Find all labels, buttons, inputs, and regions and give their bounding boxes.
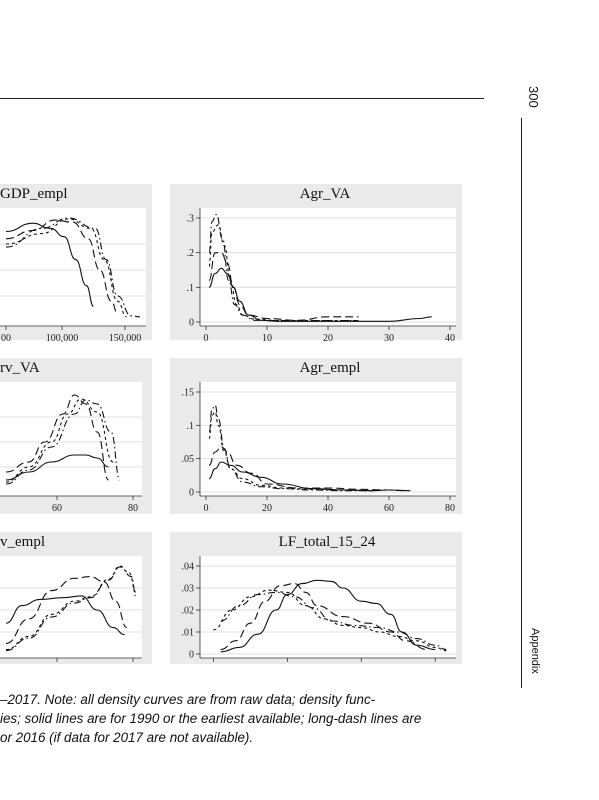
x-tick-label: 60 [52,503,62,514]
x-tick-label: 0 [204,503,209,514]
plot-area [200,382,456,496]
running-section-label: Appendix [529,628,541,674]
density-curve-short-dash [5,398,114,483]
density-curve-long-dash [220,583,428,651]
x-tick-label: 10 [262,333,272,344]
density-curve-dash-dot [5,566,137,652]
density-curve-long-dash [208,252,359,321]
caption-line: or 2016 (if data for 2017 are not availa… [0,730,254,745]
figure-caption: –2017. Note: all density curves are from… [0,690,488,747]
side-rule [521,118,522,688]
density-curve-solid [208,267,432,322]
x-tick-label: 0 [204,333,209,344]
density-curve-dash-dot [220,591,447,651]
panel-title: rv_VA [0,360,40,376]
density-curve-solid [5,454,109,481]
y-tick-label: .02 [182,606,195,617]
x-tick-label: 20 [323,333,333,344]
x-tick-label: 00 [1,333,11,344]
density-curve-solid [208,461,411,492]
density-figure: GDP_empl 00 100,000 150,000 Agr_VA 0.1.2.3 0 10… [0,184,462,664]
caption-line: –2017. Note: all density curves are from… [0,692,376,707]
y-tick-label: .01 [182,628,195,639]
y-tick-label: .2 [187,248,195,259]
panel-title: Agr_empl [300,360,361,376]
density-curve-long-dash [5,394,110,481]
density-curve-short-dash [208,411,374,492]
plot-area [0,556,142,658]
density-curve-short-dash [5,218,127,318]
panel-title: v_empl [0,534,45,550]
y-tick-label: .1 [187,421,195,432]
density-curve-solid [5,595,125,636]
density-curve-long-dash [5,576,128,644]
density-curve-dash-dot [5,217,141,318]
caption-line: ies; solid lines are for 1990 or the ear… [0,711,422,726]
density-curve-short-dash [213,589,447,652]
x-tick-label: 60 [384,503,394,514]
x-tick-label: 40 [445,333,455,344]
y-tick-label: 0 [189,650,194,661]
plot-area [0,382,142,496]
density-curve-long-dash [5,219,118,315]
density-curve-dash-dot [5,399,121,485]
y-tick-label: .05 [182,454,195,465]
y-tick-label: .15 [182,388,195,399]
x-tick-label: 150,000 [109,333,142,344]
y-tick-label: 0 [189,488,194,499]
density-curve-dash-dot [208,213,359,322]
x-tick-label: 80 [445,503,455,514]
x-tick-label: 100,000 [46,333,79,344]
page-number: 300 [526,86,541,108]
x-tick-label: 40 [323,503,333,514]
y-tick-label: .04 [182,562,195,573]
y-tick-label: .1 [187,283,195,294]
plot-area [200,208,456,326]
panel-title: Agr_VA [300,186,351,202]
density-curve-long-dash [208,446,405,492]
density-curve-short-dash [5,565,137,651]
panel-title: GDP_empl [0,186,68,202]
header-rule [0,98,484,99]
panel-title: LF_total_15_24 [279,534,376,550]
density-curve-short-dash [208,224,359,322]
density-curve-solid [5,222,95,307]
density-curve-solid [220,579,436,653]
x-tick-label: 20 [262,503,272,514]
y-tick-label: .03 [182,584,195,595]
y-tick-label: 0 [189,318,194,329]
density-curve-dash-dot [208,404,374,492]
x-tick-label: 30 [384,333,394,344]
x-tick-label: 80 [128,503,138,514]
plot-area [200,556,456,658]
y-tick-label: .3 [187,214,195,225]
